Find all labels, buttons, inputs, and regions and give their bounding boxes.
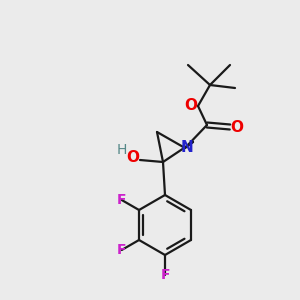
Text: F: F	[117, 193, 126, 207]
Text: O: O	[127, 151, 140, 166]
Text: F: F	[160, 268, 170, 282]
Text: F: F	[117, 243, 126, 257]
Text: O: O	[184, 98, 197, 113]
Text: O: O	[230, 119, 244, 134]
Text: H: H	[117, 143, 127, 157]
Text: N: N	[181, 140, 194, 155]
